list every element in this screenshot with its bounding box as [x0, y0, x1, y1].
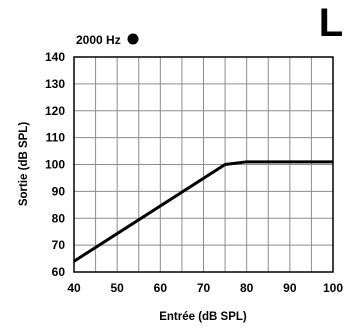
y-tick-label: 120: [45, 104, 65, 118]
x-axis-ticks: 40 50 60 70 80 90 100: [67, 281, 343, 295]
x-tick-label: 80: [240, 281, 254, 295]
grid: [74, 57, 333, 272]
y-tick-label: 130: [45, 77, 65, 91]
series-line-2000hz: [73, 160, 333, 263]
y-axis-title: Sortie (dB SPL): [18, 122, 30, 207]
plot-frame: [73, 56, 334, 273]
y-tick-label: 140: [45, 50, 65, 64]
y-axis-ticks: 60 70 80 90 100 110 120 130 140: [45, 50, 65, 279]
legend-label: 2000 Hz: [76, 33, 121, 47]
y-tick-label: 80: [52, 211, 66, 225]
series-layer: [73, 160, 333, 263]
y-tick-label: 110: [46, 131, 66, 145]
legend-marker-icon: [127, 33, 139, 45]
x-tick-label: 60: [154, 281, 168, 295]
y-tick-label: 60: [52, 265, 66, 279]
x-tick-label: 40: [67, 281, 81, 295]
x-tick-label: 100: [323, 281, 343, 295]
ear-side-label: L: [319, 1, 343, 45]
x-tick-label: 50: [110, 281, 124, 295]
x-axis-title: Entrée (dB SPL): [159, 311, 247, 323]
x-tick-label: 90: [283, 281, 297, 295]
y-tick-label: 70: [52, 238, 66, 252]
x-tick-label: 70: [197, 281, 211, 295]
y-tick-label: 90: [52, 184, 66, 198]
y-tick-label: 100: [45, 158, 65, 172]
